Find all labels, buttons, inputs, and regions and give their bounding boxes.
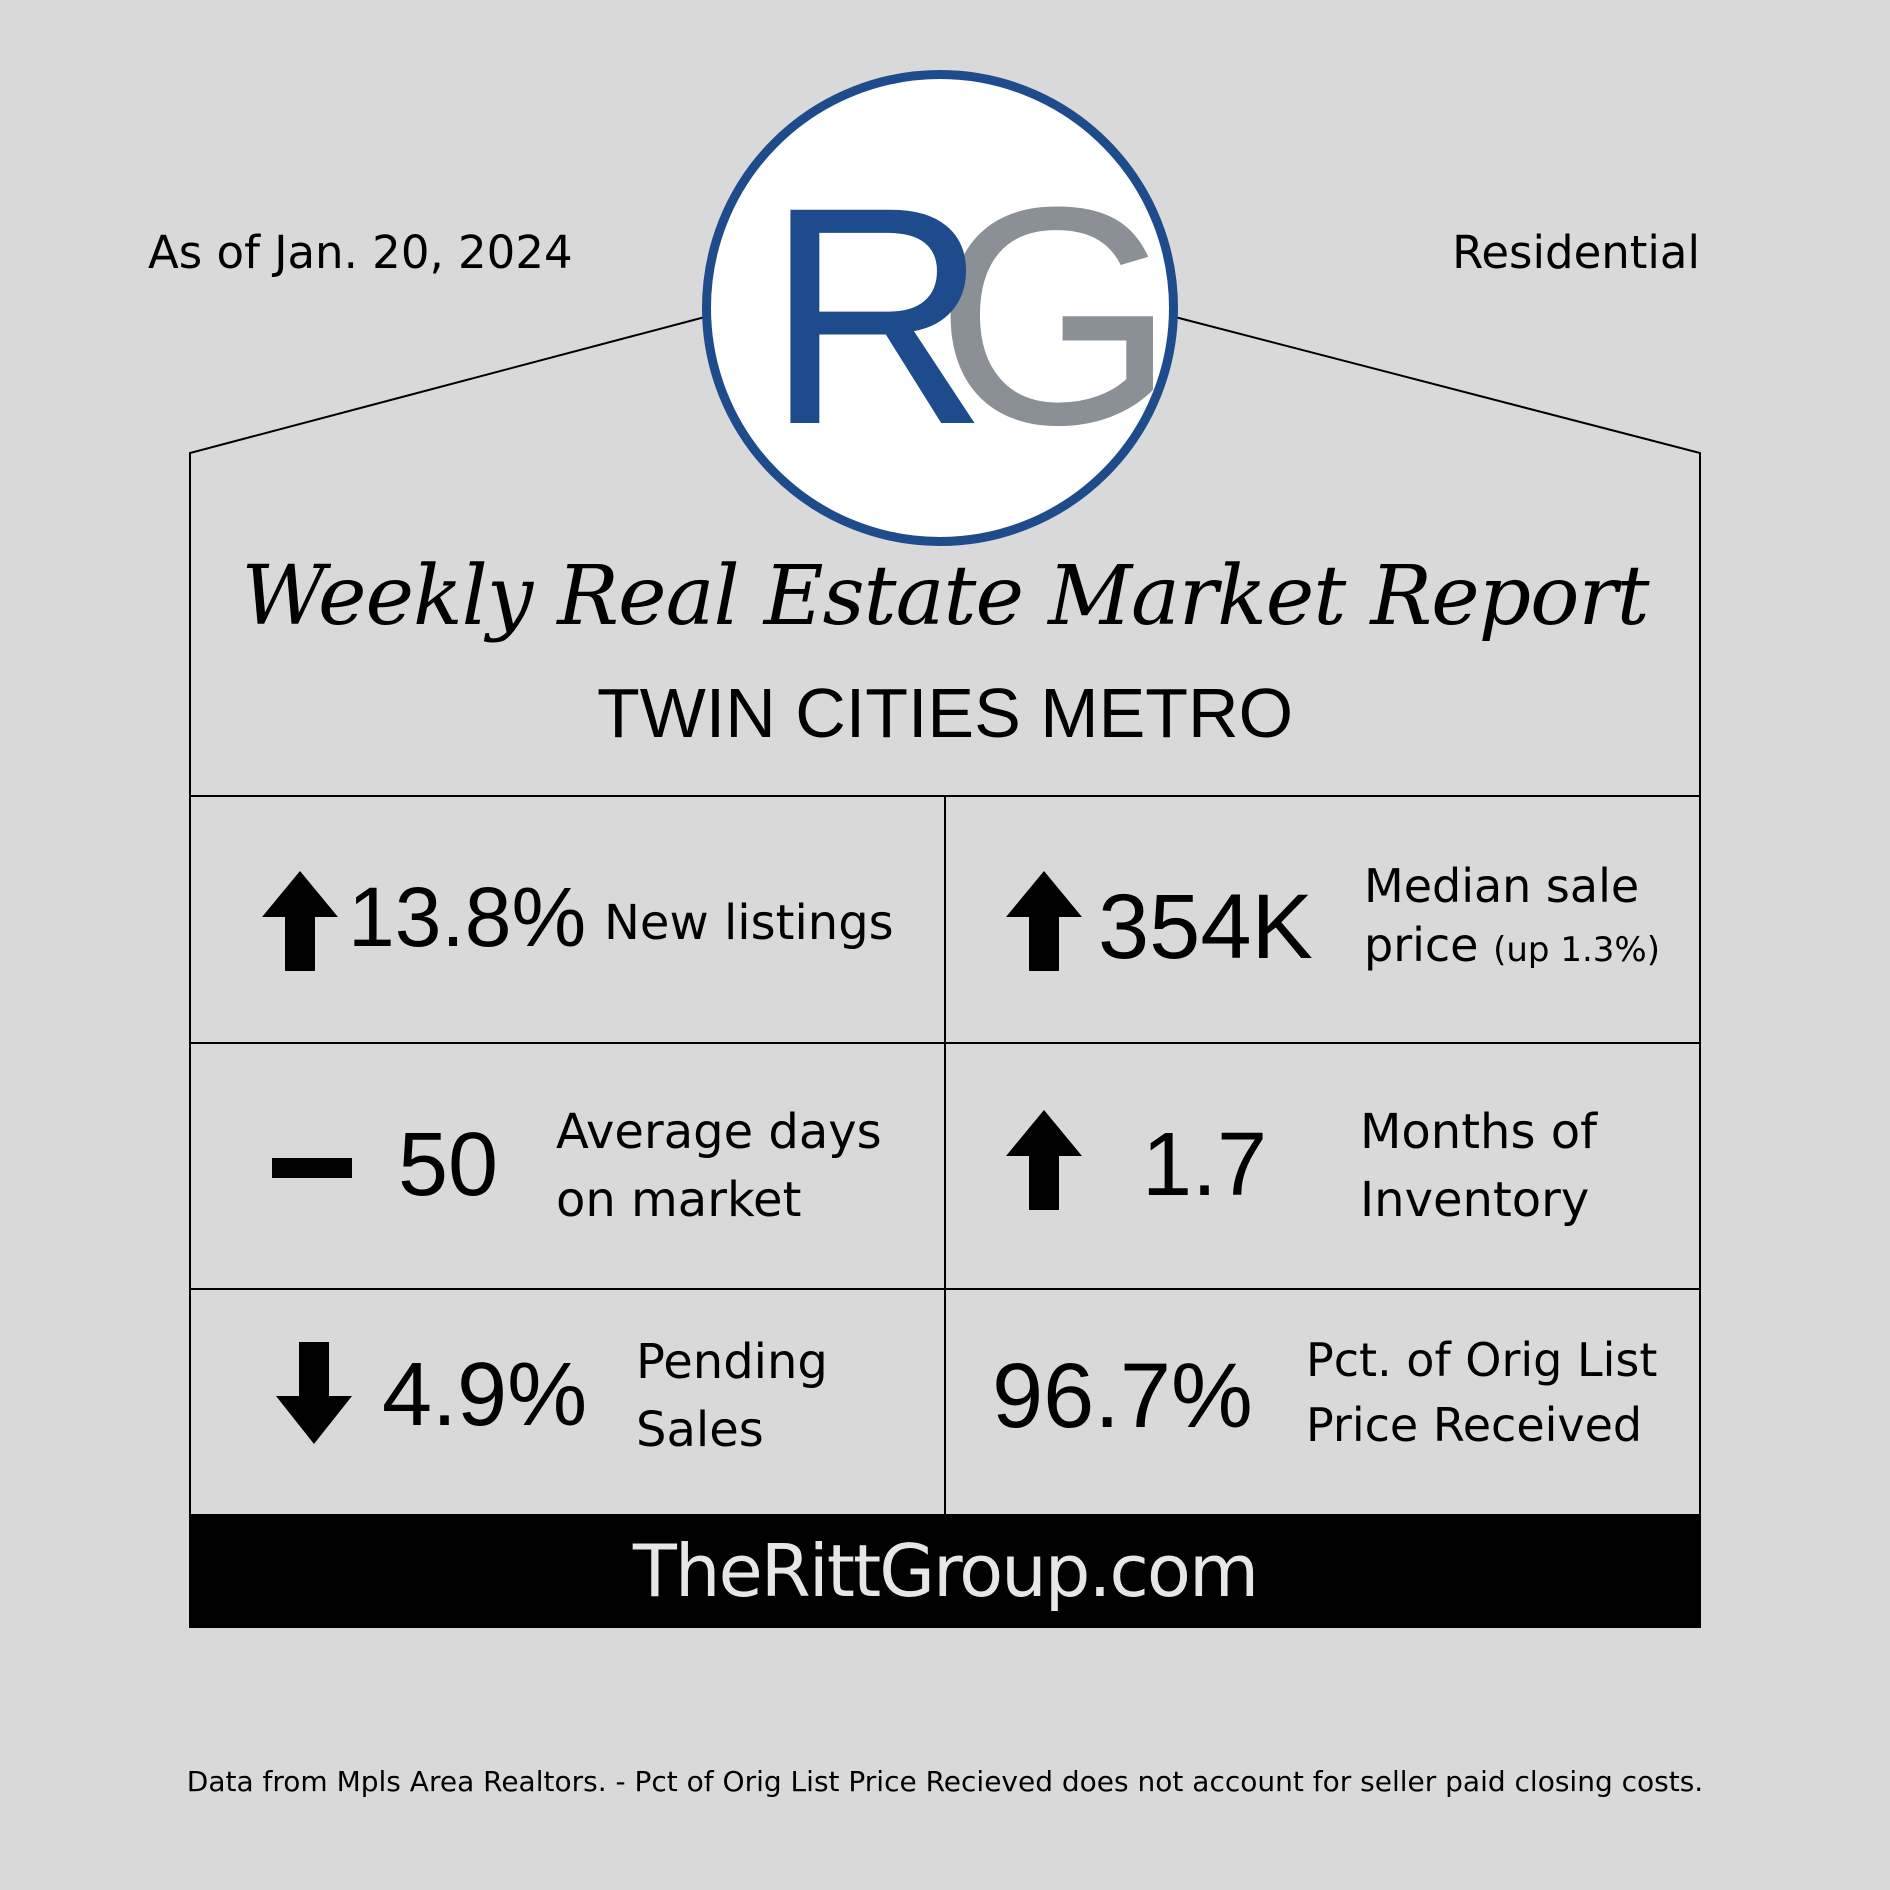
category-label: Residential bbox=[1452, 226, 1700, 279]
stat-note: (up 1.3%) bbox=[1493, 929, 1660, 970]
stat-label: Pct. of Orig List Price Received bbox=[1306, 1333, 1658, 1453]
stat-avg-days-on-market: 50 Average days on market bbox=[192, 1044, 944, 1288]
stat-value: 50 bbox=[398, 1115, 499, 1215]
dash-icon bbox=[272, 1158, 352, 1178]
rg-monogram-icon: G R bbox=[765, 142, 1169, 489]
arrow-up-icon bbox=[1006, 1110, 1082, 1210]
website-link[interactable]: TheRittGroup.com bbox=[190, 1514, 1700, 1628]
stat-value: 4.9% bbox=[382, 1345, 588, 1445]
as-of-date: As of Jan. 20, 2024 bbox=[148, 226, 573, 279]
arrow-up-icon bbox=[262, 871, 338, 971]
logo-letter-r: R bbox=[765, 142, 989, 489]
arrow-down-icon bbox=[276, 1342, 352, 1444]
stat-label: Median sale price (up 1.3%) bbox=[1364, 859, 1660, 972]
stat-new-listings: 13.8% New listings bbox=[192, 797, 944, 1042]
stat-pending-sales: 4.9% Pending Sales bbox=[192, 1290, 944, 1512]
stat-value: 13.8% bbox=[348, 870, 587, 964]
rg-logo: G R bbox=[702, 70, 1178, 546]
stat-value: 354K bbox=[1098, 876, 1313, 978]
report-subtitle: TWIN CITIES METRO bbox=[596, 674, 1294, 752]
stat-label: Average days on market bbox=[556, 1104, 882, 1229]
stat-value: 96.7% bbox=[992, 1345, 1253, 1447]
logo-letter-g: G bbox=[935, 142, 1169, 489]
report-title: Weekly Real Estate Market Report bbox=[241, 549, 1649, 644]
stat-label: Pending Sales bbox=[636, 1334, 828, 1459]
stat-label: Months of Inventory bbox=[1360, 1104, 1597, 1229]
disclaimer-text: Data from Mpls Area Realtors. - Pct of O… bbox=[186, 1765, 1704, 1798]
arrow-up-icon bbox=[1006, 871, 1082, 971]
stat-median-sale-price: 354K Median sale price (up 1.3%) bbox=[946, 797, 1698, 1042]
stat-months-of-inventory: 1.7 Months of Inventory bbox=[946, 1044, 1698, 1288]
stat-value: 1.7 bbox=[1142, 1115, 1268, 1215]
stat-label: New listings bbox=[604, 895, 894, 951]
stat-pct-orig-list-price: 96.7% Pct. of Orig List Price Received bbox=[946, 1290, 1698, 1512]
